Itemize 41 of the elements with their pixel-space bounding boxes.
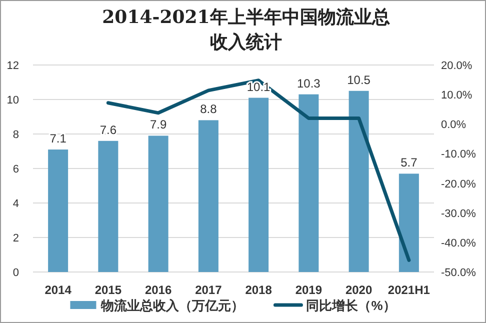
legend-label: 物流业总收入（万亿元） <box>100 298 244 313</box>
data-label: 7.1 <box>50 132 67 146</box>
y-tick-label: 8 <box>12 129 19 141</box>
y-tick-label: 12 <box>6 60 19 72</box>
y-tick-label: 6 <box>12 164 19 176</box>
bar <box>48 150 68 272</box>
y2-tick-label: -20.0% <box>441 178 476 190</box>
y2-tick-label: 0.0% <box>441 119 466 132</box>
data-label: 7.9 <box>150 118 167 132</box>
bar <box>348 90 369 272</box>
y2-tick-label: 10.0% <box>441 90 472 102</box>
data-label: 8.8 <box>200 102 218 116</box>
y-tick-label: 0 <box>12 267 19 279</box>
x-tick-label: 2017 <box>195 283 222 297</box>
x-tick-label: 2020 <box>345 283 372 297</box>
bar <box>98 140 118 272</box>
data-label: 10.3 <box>297 76 321 90</box>
y2-tick-label: -50.0% <box>441 267 476 279</box>
x-tick-label: 2015 <box>94 283 122 297</box>
data-label: 5.7 <box>400 156 418 170</box>
bar <box>298 94 319 272</box>
x-tick-label: 2019 <box>295 283 322 297</box>
y2-tick-label: 20.0% <box>441 60 472 72</box>
chart-title: 2014-2021年上半年中国物流业总收入统计 <box>101 6 391 55</box>
x-tick-label: 2014 <box>44 283 72 297</box>
bar <box>398 174 419 272</box>
y-tick-label: 4 <box>12 198 19 210</box>
bar <box>148 136 168 272</box>
y2-tick-label: -40.0% <box>441 237 476 250</box>
y-tick-label: 2 <box>12 232 19 244</box>
x-tick-label: 2018 <box>245 283 272 297</box>
x-tick-label: 2021H1 <box>388 283 430 297</box>
bar <box>248 98 269 272</box>
y2-tick-label: -30.0% <box>441 208 476 220</box>
data-label: 7.6 <box>100 122 117 137</box>
bar <box>198 120 218 272</box>
y2-tick-label: -10.0% <box>441 148 476 161</box>
legend-label: 同比增长（%） <box>306 298 396 313</box>
x-tick-label: 2016 <box>144 283 172 297</box>
data-label: 10.5 <box>347 72 371 87</box>
y-tick-label: 10 <box>6 94 19 106</box>
